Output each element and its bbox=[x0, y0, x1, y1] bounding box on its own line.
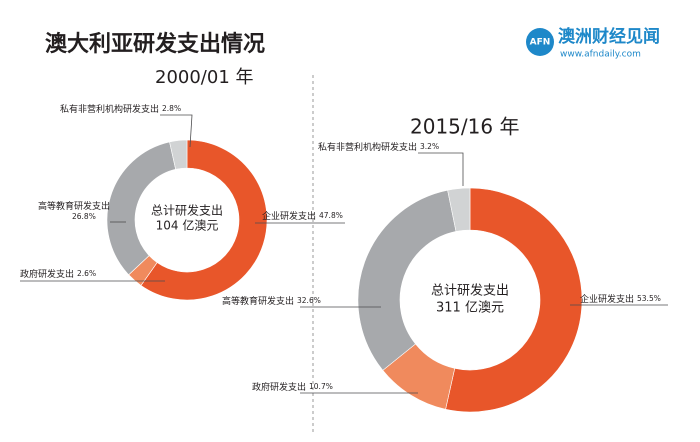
donut-segment bbox=[447, 187, 471, 232]
segment-label: 私有非营利机构研发支出 2.8% bbox=[60, 103, 181, 115]
category-label: 高等教育研发支出 bbox=[222, 295, 294, 307]
segment-label: 政府研发支出 2.6% bbox=[20, 268, 96, 280]
category-label: 企业研发支出 bbox=[580, 293, 634, 305]
center-text: 总计研发支出 bbox=[431, 283, 509, 299]
segment-label: 高等教育研发支出 32.6% bbox=[222, 295, 321, 307]
donut-segment bbox=[445, 187, 583, 413]
value-label: 10.7% bbox=[309, 382, 333, 391]
segment-label: 私有非营利机构研发支出 3.2% bbox=[318, 141, 439, 153]
chart-title: 2015/16 年 bbox=[410, 115, 519, 139]
segment-label: 高等教育研发支出 bbox=[38, 200, 110, 212]
logo-name: 澳洲财经见闻 bbox=[558, 26, 660, 47]
donut-segment bbox=[140, 139, 268, 301]
leader-line bbox=[160, 114, 193, 148]
value-label: 2.6% bbox=[77, 269, 96, 278]
center-text: 311 亿澳元 bbox=[436, 300, 504, 316]
logo-url: www.afndaily.com bbox=[560, 50, 641, 60]
value-label: 2.8% bbox=[162, 104, 181, 113]
category-label: 私有非营利机构研发支出 bbox=[60, 103, 159, 115]
donut-segment bbox=[169, 139, 188, 170]
logo-mark: AFN bbox=[530, 38, 551, 48]
center-text: 总计研发支出 bbox=[151, 203, 223, 218]
center-text: 104 亿澳元 bbox=[156, 218, 219, 233]
value-label: 47.8% bbox=[319, 211, 343, 220]
category-label: 高等教育研发支出 bbox=[38, 200, 110, 212]
category-label: 私有非营利机构研发支出 bbox=[318, 141, 417, 153]
category-label: 政府研发支出 bbox=[20, 268, 74, 280]
donut-segment bbox=[357, 189, 457, 371]
segment-label: 政府研发支出 10.7% bbox=[252, 381, 333, 393]
value-label: 32.6% bbox=[297, 296, 321, 305]
page-title: 澳大利亚研发支出情况 bbox=[45, 31, 265, 57]
segment-label: 企业研发支出 53.5% bbox=[580, 293, 661, 305]
value-label: 26.8% bbox=[72, 212, 96, 221]
value-label: 53.5% bbox=[637, 294, 661, 303]
segment-label: 企业研发支出 47.8% bbox=[262, 210, 343, 222]
logo-circle bbox=[526, 28, 554, 56]
category-label: 政府研发支出 bbox=[252, 381, 306, 393]
leader-line bbox=[418, 152, 464, 186]
value-label: 3.2% bbox=[420, 142, 439, 151]
chart-title: 2000/01 年 bbox=[155, 67, 254, 88]
category-label: 企业研发支出 bbox=[262, 210, 316, 222]
